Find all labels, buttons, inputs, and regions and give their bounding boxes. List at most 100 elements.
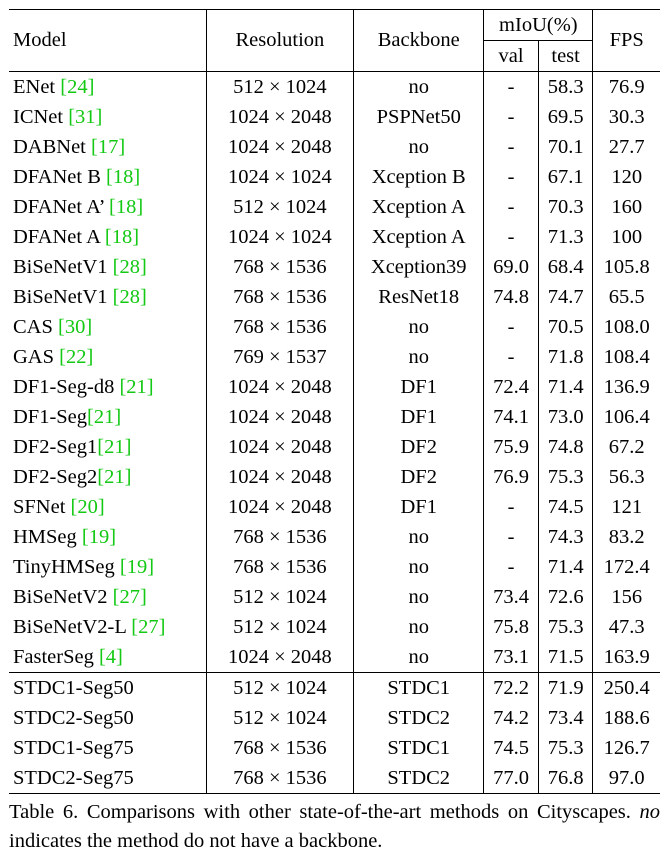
cell-model: STDC1-Seg75 <box>9 733 207 763</box>
table-body-prior-methods: ENet [24] 512 × 1024 no -58.3 76.9 ICNet [31]… <box>9 71 660 673</box>
comparison-table: Model Resolution Backbone mIoU(%) FPS va… <box>9 9 660 794</box>
cell-fps: 108.4 <box>603 345 650 368</box>
model-name: DABNet <box>13 135 92 158</box>
header-row-2: val test <box>9 40 660 72</box>
cell-backbone: no <box>353 582 485 612</box>
cell-resolution: 1024 × 2048 <box>206 402 355 432</box>
cell-backbone: STDC1 <box>353 733 485 763</box>
cell-fps: 126.7 <box>603 736 650 759</box>
model-name: BiSeNetV1 <box>13 255 113 278</box>
cell-backbone: DF2 <box>353 432 485 462</box>
model-name: BiSeNetV1 <box>13 285 113 308</box>
citation-link[interactable]: [18] <box>106 165 141 188</box>
cell-backbone: no <box>353 612 485 642</box>
cell-fps: 100 <box>611 225 643 248</box>
cell-model: FasterSeg [4] <box>9 642 207 673</box>
caption-text-after: indicates the method do not have a backb… <box>9 830 383 852</box>
citation-link[interactable]: [28] <box>112 255 147 278</box>
model-name: DFANet A <box>13 225 105 248</box>
table-row: TinyHMSeg [19] 768 × 1536 no -71.4 172.4 <box>9 552 660 582</box>
cell-model: CAS [30] <box>9 312 207 342</box>
caption-label: Table 6. <box>9 801 79 823</box>
cell-model: DABNet [17] <box>9 132 207 162</box>
cell-resolution: 1024 × 2048 <box>206 462 355 492</box>
cell-backbone: no <box>353 552 485 582</box>
citation-link[interactable]: [28] <box>112 285 147 308</box>
cell-val: 73.4 <box>483 582 539 612</box>
cell-test: 74.8 <box>538 432 594 462</box>
cell-model: DF1-Seg-d8 [21] <box>9 372 207 402</box>
citation-link[interactable]: [30] <box>58 315 93 338</box>
cell-test: 72.6 <box>538 582 594 612</box>
model-name: SFNet <box>13 495 71 518</box>
citation-link[interactable]: [22] <box>59 345 94 368</box>
cell-backbone: Xception39 <box>353 252 485 282</box>
model-name: DF1-Seg-d8 <box>13 375 120 398</box>
cell-fps: 160 <box>611 195 643 218</box>
model-name: FasterSeg <box>13 645 99 668</box>
cell-val: 77.0 <box>483 763 539 794</box>
citation-link[interactable]: [19] <box>81 525 117 548</box>
cell-model: TinyHMSeg [19] <box>9 552 207 582</box>
cell-val: 74.2 <box>483 703 539 733</box>
table-row: BiSeNetV1 [28] 768 × 1536 Xception39 69.0 68… <box>9 252 660 282</box>
cell-fps: 97.0 <box>592 763 660 794</box>
citation-link[interactable]: [27] <box>112 585 147 608</box>
model-name: STDC1-Seg50 <box>13 676 134 699</box>
header-val: val <box>483 40 539 72</box>
cell-backbone: STDC1 <box>353 672 485 703</box>
cell-backbone: PSPNet50 <box>353 102 485 132</box>
citation-link[interactable]: [21] <box>119 375 154 398</box>
cell-resolution: 768 × 1536 <box>206 733 355 763</box>
citation-link[interactable]: [24] <box>60 75 95 98</box>
cell-resolution: 1024 × 1024 <box>206 222 355 252</box>
table-row: DABNet [17] 1024 × 2048 no -70.1 27.7 <box>9 132 660 162</box>
cell-fps: 108.0 <box>603 315 650 338</box>
cell-resolution: 768 × 1536 <box>206 552 355 582</box>
cell-resolution: 1024 × 2048 <box>206 372 355 402</box>
table-caption: Table 6. Comparisons with other state-of… <box>9 798 660 856</box>
cell-val: - <box>483 552 539 582</box>
header-miou: mIoU(%) <box>483 9 594 41</box>
header-resolution: Resolution <box>206 9 355 72</box>
citation-link[interactable]: [27] <box>131 615 166 638</box>
cell-backbone: Xception A <box>353 222 485 252</box>
table-body-stdc-methods: STDC1-Seg50 512 × 1024 STDC1 72.2 71.9 250.4 S… <box>9 672 660 794</box>
citation-link[interactable]: [4] <box>98 645 123 668</box>
table-row: DFANet A [18] 1024 × 1024 Xception A -71.3 1… <box>9 222 660 252</box>
cell-resolution: 1024 × 2048 <box>206 492 355 522</box>
table-row: BiSeNetV2-L [27] 512 × 1024 no 75.8 75.3 47.3 <box>9 612 660 642</box>
cell-fps: 250.4 <box>603 676 650 699</box>
citation-link[interactable]: [21] <box>97 435 132 458</box>
citation-link[interactable]: [20] <box>70 495 105 518</box>
table-row: SFNet [20] 1024 × 2048 DF1-74.5 121 <box>9 492 660 522</box>
table-row: ICNet [31] 1024 × 2048 PSPNet50-69.5 30.3 <box>9 102 660 132</box>
cell-val: - <box>483 342 539 372</box>
cell-backbone: no <box>353 342 485 372</box>
citation-link[interactable]: [19] <box>119 555 155 578</box>
caption-text-before: Comparisons with other state-of-the-art … <box>78 801 640 823</box>
cell-test: 74.5 <box>538 492 594 522</box>
header-model: Model <box>9 9 207 72</box>
cell-val: 74.5 <box>483 733 539 763</box>
citation-link[interactable]: [17] <box>91 135 126 158</box>
cell-model: STDC2-Seg50 <box>9 703 207 733</box>
cell-test: 71.4 <box>538 552 594 582</box>
cell-backbone: DF2 <box>353 462 485 492</box>
cell-resolution: 1024 × 2048 <box>206 642 355 673</box>
citation-link[interactable]: [18] <box>109 195 144 218</box>
cell-resolution: 768 × 1536 <box>206 522 355 552</box>
citation-link[interactable]: [18] <box>104 225 140 248</box>
citation-link[interactable]: [31] <box>68 105 103 128</box>
cell-val: 72.4 <box>483 372 539 402</box>
table-row: DF1-Seg[21] 1024 × 2048 DF1 74.1 73.0 106.4 <box>9 402 660 432</box>
cell-resolution: 768 × 1536 <box>206 312 355 342</box>
cell-backbone: no <box>353 312 485 342</box>
cell-val: 74.8 <box>483 282 539 312</box>
citation-link[interactable]: [21] <box>97 465 132 488</box>
cell-fps: 105.8 <box>603 255 650 278</box>
model-name: DFANet A’ <box>13 195 110 218</box>
cell-val: - <box>483 312 539 342</box>
model-name: STDC2-Seg50 <box>13 706 134 729</box>
citation-link[interactable]: [21] <box>87 405 122 428</box>
